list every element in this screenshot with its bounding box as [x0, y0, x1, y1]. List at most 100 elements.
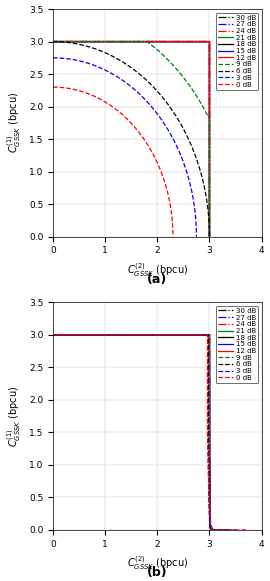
15 dB — [224, 526, 227, 533]
6 dB — [155, 87, 158, 94]
0 dB — [245, 526, 249, 533]
Line: 27 dB: 27 dB — [53, 335, 225, 530]
Line: 24 dB: 24 dB — [53, 335, 225, 530]
24 dB — [213, 526, 217, 533]
18 dB — [80, 38, 84, 45]
6 dB — [208, 224, 211, 231]
15 dB — [80, 38, 84, 45]
27 dB — [216, 526, 219, 533]
30 dB — [202, 38, 205, 45]
24 dB — [216, 526, 219, 533]
0 dB — [51, 84, 55, 91]
18 dB — [202, 38, 205, 45]
27 dB — [224, 526, 227, 533]
9 dB — [51, 331, 55, 338]
18 dB — [67, 331, 70, 338]
9 dB — [196, 331, 200, 338]
6 dB — [208, 224, 211, 231]
Line: 15 dB: 15 dB — [53, 335, 225, 530]
18 dB — [51, 331, 55, 338]
Text: (b): (b) — [147, 566, 168, 579]
Y-axis label: $C_{GSSK}^{(1)}$ (bpcu): $C_{GSSK}^{(1)}$ (bpcu) — [6, 92, 23, 153]
15 dB — [146, 38, 149, 45]
Line: 27 dB: 27 dB — [53, 42, 210, 236]
27 dB — [213, 526, 217, 533]
30 dB — [218, 526, 221, 533]
24 dB — [80, 38, 83, 45]
30 dB — [183, 38, 187, 45]
27 dB — [197, 331, 200, 338]
18 dB — [204, 331, 207, 338]
24 dB — [204, 331, 207, 338]
27 dB — [200, 38, 203, 45]
3 dB — [63, 55, 66, 62]
0 dB — [165, 184, 168, 191]
0 dB — [171, 227, 174, 234]
0 dB — [171, 233, 175, 240]
24 dB — [218, 526, 221, 533]
0 dB — [67, 331, 70, 338]
0 dB — [195, 331, 198, 338]
21 dB — [224, 526, 227, 533]
6 dB — [160, 92, 163, 99]
6 dB — [207, 494, 211, 501]
30 dB — [80, 38, 84, 45]
24 dB — [51, 331, 55, 338]
24 dB — [208, 233, 211, 240]
21 dB — [208, 233, 211, 240]
3 dB — [195, 225, 198, 232]
18 dB — [218, 526, 221, 533]
0 dB — [51, 331, 55, 338]
Line: 30 dB: 30 dB — [53, 335, 225, 530]
18 dB — [224, 526, 227, 533]
9 dB — [218, 526, 221, 533]
9 dB — [203, 331, 206, 338]
15 dB — [197, 331, 200, 338]
15 dB — [204, 331, 207, 338]
0 dB — [131, 121, 134, 128]
9 dB — [225, 526, 228, 533]
Line: 12 dB: 12 dB — [53, 335, 225, 530]
12 dB — [208, 233, 211, 240]
6 dB — [228, 526, 231, 533]
12 dB — [51, 38, 55, 45]
21 dB — [216, 526, 219, 533]
12 dB — [80, 38, 83, 45]
21 dB — [208, 508, 212, 515]
0 dB — [201, 331, 205, 338]
3 dB — [195, 331, 199, 338]
30 dB — [208, 508, 212, 515]
18 dB — [213, 526, 217, 533]
24 dB — [80, 38, 84, 45]
3 dB — [146, 99, 149, 106]
27 dB — [80, 38, 83, 45]
12 dB — [146, 38, 149, 45]
Line: 9 dB: 9 dB — [53, 335, 226, 530]
30 dB — [80, 38, 83, 45]
12 dB — [51, 331, 55, 338]
30 dB — [146, 38, 149, 45]
30 dB — [208, 233, 211, 240]
3 dB — [217, 526, 220, 533]
Legend: 30 dB, 27 dB, 24 dB, 21 dB, 18 dB, 15 dB, 12 dB, 9 dB, 6 dB, 3 dB, 0 dB: 30 dB, 27 dB, 24 dB, 21 dB, 18 dB, 15 dB… — [215, 306, 258, 383]
15 dB — [183, 38, 187, 45]
27 dB — [51, 331, 55, 338]
30 dB — [197, 331, 200, 338]
12 dB — [213, 526, 217, 533]
15 dB — [218, 526, 221, 533]
3 dB — [207, 486, 210, 493]
27 dB — [80, 38, 84, 45]
27 dB — [208, 233, 211, 240]
24 dB — [183, 38, 187, 45]
12 dB — [204, 331, 207, 338]
15 dB — [202, 38, 205, 45]
Y-axis label: $C_{GSSK}^{(1)}$ (bpcu): $C_{GSSK}^{(1)}$ (bpcu) — [6, 385, 23, 447]
27 dB — [204, 331, 207, 338]
21 dB — [218, 526, 221, 533]
12 dB — [200, 38, 203, 45]
3 dB — [224, 526, 228, 533]
21 dB — [146, 38, 149, 45]
21 dB — [204, 331, 207, 338]
3 dB — [51, 55, 55, 62]
X-axis label: $C_{GSSK}^{(2)}$ (bpcu): $C_{GSSK}^{(2)}$ (bpcu) — [127, 261, 188, 279]
